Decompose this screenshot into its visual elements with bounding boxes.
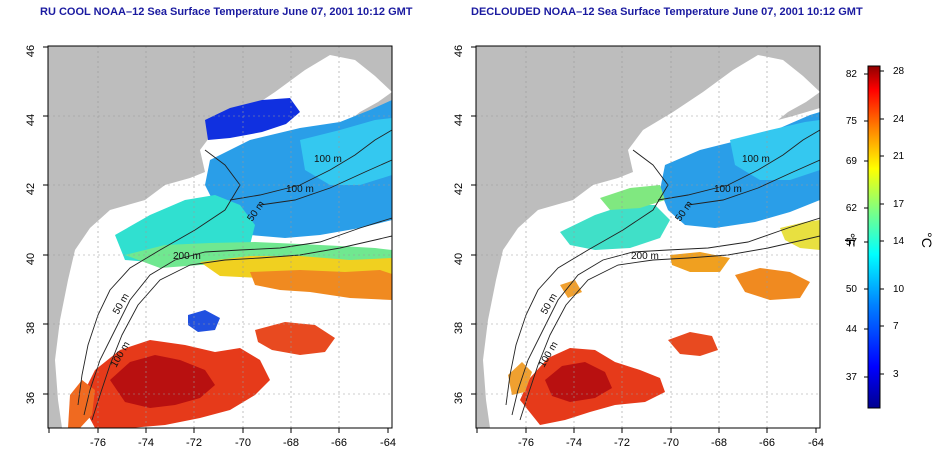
right-map: 100 m 100 m 50 m 200 m 50 m 100 m -76 -7… <box>453 45 824 449</box>
left-sst-eddy <box>255 322 335 355</box>
left-contour-label: 100 m <box>314 154 342 165</box>
colorbar-celsius-tick: 28 <box>893 66 905 77</box>
colorbar-fahrenheit-tick: 37 <box>846 372 858 383</box>
right-y-tick-label: 36 <box>453 392 465 404</box>
colorbar-celsius-tick: 10 <box>893 284 905 295</box>
left-y-tick-label: 38 <box>25 322 37 334</box>
colorbar-celsius-tick: 14 <box>893 236 905 247</box>
right-x-tick-label: -70 <box>663 437 679 449</box>
left-x-tick-marks <box>48 428 389 433</box>
left-gridlines <box>48 46 392 428</box>
right-x-tick-label: -64 <box>808 437 824 449</box>
right-y-tick-label: 44 <box>453 114 465 126</box>
right-y-tick-label: 42 <box>453 183 465 195</box>
colorbar-fahrenheit-tick: 82 <box>846 69 858 80</box>
colorbar-fahrenheit-tick: 44 <box>846 324 858 335</box>
right-y-tick-label: 46 <box>453 45 465 57</box>
left-sst-blue-patch <box>188 310 220 332</box>
left-y-tick-label: 36 <box>25 392 37 404</box>
right-y-tick-marks <box>471 46 476 395</box>
left-contour-label: 200 m <box>173 251 201 262</box>
colorbar-fahrenheit-tick: 50 <box>846 284 858 295</box>
left-x-tick-label: -70 <box>235 437 251 449</box>
right-sst-gulf-stream-core <box>545 362 612 402</box>
right-contour-label: 100 m <box>714 184 742 195</box>
colorbar-fahrenheit-tick: 75 <box>846 116 858 127</box>
right-x-tick-label: -74 <box>566 437 582 449</box>
left-x-tick-label: -74 <box>138 437 154 449</box>
colorbar-celsius-tick: 24 <box>893 114 905 125</box>
right-sst-slope-orange <box>670 252 730 272</box>
right-x-tick-label: -68 <box>711 437 727 449</box>
left-y-tick-marks <box>43 46 48 395</box>
left-sst-bay-of-fundy <box>205 98 300 140</box>
right-map-frame <box>475 45 821 429</box>
colorbar-fahrenheit-label: °F <box>842 233 858 247</box>
right-sst-shelf-cyan <box>560 205 670 250</box>
left-y-tick-label: 40 <box>25 253 37 265</box>
right-panel-title: DECLOUDED NOAA–12 Sea Surface Temperatur… <box>471 6 863 18</box>
right-x-tick-label: -72 <box>614 437 630 449</box>
right-y-tick-label: 38 <box>453 322 465 334</box>
left-x-tick-label: -64 <box>380 437 396 449</box>
right-bathymetry-contours <box>505 129 820 421</box>
right-x-tick-marks <box>476 428 817 433</box>
right-sst-banks <box>730 120 820 180</box>
colorbar-celsius-tick: 21 <box>893 151 905 162</box>
left-x-tick-label: -72 <box>186 437 202 449</box>
left-sst-banks <box>300 118 392 185</box>
right-sst-slope-orange-2 <box>735 268 810 300</box>
right-gridlines <box>476 46 820 428</box>
colorbar-celsius-tick: 3 <box>893 369 899 380</box>
right-sst-shelf-green <box>600 185 665 210</box>
right-contour-label: 100 m <box>742 154 770 165</box>
left-map-frame <box>47 45 393 429</box>
left-x-tick-label: -76 <box>90 437 106 449</box>
colorbar-celsius-label: °C <box>919 232 935 248</box>
left-sst-gulf-stream-core <box>110 355 215 408</box>
right-x-tick-label: -76 <box>518 437 534 449</box>
right-land-mainland <box>476 46 820 428</box>
left-sst-nj-coast <box>68 380 95 428</box>
right-contour-label: 200 m <box>631 251 659 262</box>
left-y-tick-label: 42 <box>25 183 37 195</box>
right-sst-eddy <box>668 332 718 356</box>
right-y-tick-label: 40 <box>453 253 465 265</box>
colorbar-tick-marks <box>864 70 884 378</box>
left-map: 100 m 100 m 50 m 200 m 50 m 100 m -76 -7… <box>25 45 396 449</box>
left-bathymetry-contours <box>77 129 392 421</box>
left-y-tick-label: 46 <box>25 45 37 57</box>
right-x-tick-label: -66 <box>759 437 775 449</box>
left-panel-title: RU COOL NOAA–12 Sea Surface Temperature … <box>40 6 413 18</box>
colorbar-fahrenheit-tick: 69 <box>846 156 858 167</box>
left-land-mainland <box>48 46 392 428</box>
colorbar: 82 75 69 62 57 50 44 37 28 24 21 17 14 1… <box>842 65 935 409</box>
colorbar-fahrenheit-tick: 57 <box>846 237 858 248</box>
left-sst-slope-orange <box>250 270 392 300</box>
colorbar-fahrenheit-tick: 62 <box>846 203 858 214</box>
colorbar-celsius-tick: 7 <box>893 321 899 332</box>
colorbar-scale <box>867 65 881 409</box>
right-land-nova-scotia <box>778 92 820 120</box>
left-contour-label: 100 m <box>286 184 314 195</box>
colorbar-celsius-tick: 17 <box>893 199 905 210</box>
left-x-tick-label: -68 <box>283 437 299 449</box>
left-land-nova-scotia <box>350 92 392 120</box>
left-y-tick-label: 44 <box>25 114 37 126</box>
left-x-tick-label: -66 <box>331 437 347 449</box>
